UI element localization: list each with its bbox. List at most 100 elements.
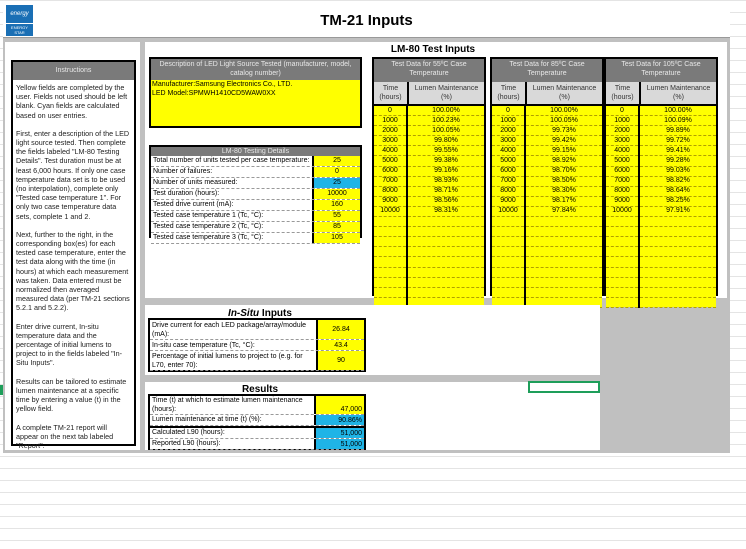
time-cell[interactable]: 8000 — [492, 186, 526, 197]
lumen-cell[interactable]: 100.09% — [639, 115, 716, 127]
lumen-cell[interactable] — [525, 287, 602, 298]
time-cell[interactable]: 4000 — [492, 145, 526, 157]
lumen-cell[interactable]: 99.80% — [407, 135, 484, 147]
lumen-cell[interactable]: 98.30% — [525, 186, 602, 197]
time-cell[interactable]: 10000 — [374, 206, 408, 218]
lumen-cell[interactable]: 99.72% — [639, 135, 716, 147]
details-value[interactable]: 0 — [312, 167, 360, 177]
time-cell[interactable]: 7000 — [374, 176, 408, 187]
lumen-cell[interactable] — [525, 236, 602, 248]
time-cell[interactable] — [492, 277, 526, 288]
lumen-cell[interactable] — [407, 246, 484, 258]
insitu-value[interactable]: 90 — [316, 351, 364, 370]
lumen-cell[interactable]: 98.31% — [407, 206, 484, 218]
time-cell[interactable] — [606, 277, 640, 288]
time-cell[interactable] — [374, 226, 408, 238]
time-cell[interactable] — [606, 297, 640, 308]
time-cell[interactable]: 4000 — [374, 145, 408, 157]
lumen-cell[interactable]: 99.41% — [639, 145, 716, 157]
lumen-cell[interactable] — [639, 236, 716, 248]
results-value[interactable]: 47,000 — [314, 396, 364, 414]
time-cell[interactable] — [374, 256, 408, 268]
time-cell[interactable]: 10000 — [492, 206, 526, 218]
details-value[interactable]: 85 — [312, 222, 360, 232]
time-cell[interactable] — [492, 246, 526, 258]
lumen-cell[interactable] — [407, 277, 484, 288]
time-cell[interactable] — [606, 226, 640, 238]
lumen-cell[interactable]: 99.42% — [525, 135, 602, 147]
time-cell[interactable] — [374, 246, 408, 258]
lumen-cell[interactable]: 98.92% — [525, 155, 602, 167]
time-cell[interactable]: 3000 — [374, 135, 408, 147]
lumen-cell[interactable] — [639, 297, 716, 308]
insitu-value[interactable]: 43.4 — [316, 340, 364, 350]
time-cell[interactable] — [492, 236, 526, 248]
lumen-cell[interactable]: 99.28% — [639, 155, 716, 167]
time-cell[interactable]: 4000 — [606, 145, 640, 157]
lumen-cell[interactable] — [407, 267, 484, 278]
time-cell[interactable]: 3000 — [606, 135, 640, 147]
lumen-cell[interactable] — [639, 246, 716, 258]
time-cell[interactable] — [374, 216, 408, 228]
lumen-cell[interactable]: 98.71% — [407, 186, 484, 197]
lumen-cell[interactable]: 98.93% — [407, 176, 484, 187]
lumen-cell[interactable]: 100.00% — [639, 106, 716, 117]
lumen-cell[interactable]: 99.38% — [407, 155, 484, 167]
time-cell[interactable]: 8000 — [606, 186, 640, 197]
lumen-cell[interactable]: 98.17% — [525, 196, 602, 207]
time-cell[interactable]: 0 — [606, 106, 640, 117]
time-cell[interactable]: 6000 — [606, 166, 640, 177]
time-cell[interactable]: 9000 — [492, 196, 526, 207]
insitu-value[interactable]: 26.84 — [316, 320, 364, 339]
lumen-cell[interactable]: 98.50% — [525, 176, 602, 187]
time-cell[interactable]: 3000 — [492, 135, 526, 147]
lumen-cell[interactable]: 99.89% — [639, 125, 716, 137]
time-cell[interactable]: 7000 — [606, 176, 640, 187]
lumen-cell[interactable]: 97.91% — [639, 206, 716, 218]
time-cell[interactable] — [374, 277, 408, 288]
lumen-cell[interactable]: 98.70% — [525, 166, 602, 177]
lumen-cell[interactable] — [407, 216, 484, 228]
lumen-cell[interactable]: 100.05% — [407, 125, 484, 137]
time-cell[interactable]: 1000 — [606, 115, 640, 127]
lumen-cell[interactable]: 99.55% — [407, 145, 484, 157]
time-cell[interactable] — [492, 216, 526, 228]
lumen-cell[interactable]: 98.82% — [639, 176, 716, 187]
lumen-cell[interactable] — [639, 216, 716, 228]
time-cell[interactable] — [374, 267, 408, 278]
time-cell[interactable]: 6000 — [492, 166, 526, 177]
details-value[interactable]: 25 — [312, 156, 360, 166]
lumen-cell[interactable] — [525, 267, 602, 278]
time-cell[interactable] — [606, 287, 640, 298]
time-cell[interactable]: 1000 — [492, 115, 526, 127]
lumen-cell[interactable]: 98.25% — [639, 196, 716, 207]
time-cell[interactable] — [606, 267, 640, 278]
lumen-cell[interactable] — [639, 226, 716, 238]
lumen-cell[interactable]: 97.84% — [525, 206, 602, 218]
lumen-cell[interactable]: 99.03% — [639, 166, 716, 177]
details-value[interactable]: 160 — [312, 200, 360, 210]
time-cell[interactable]: 6000 — [374, 166, 408, 177]
time-cell[interactable]: 10000 — [606, 206, 640, 218]
lumen-cell[interactable] — [525, 277, 602, 288]
details-value[interactable]: 55 — [312, 211, 360, 221]
time-cell[interactable] — [606, 216, 640, 228]
time-cell[interactable] — [374, 236, 408, 248]
time-cell[interactable] — [374, 287, 408, 298]
time-cell[interactable] — [492, 256, 526, 268]
time-cell[interactable]: 2000 — [606, 125, 640, 137]
lumen-cell[interactable]: 100.00% — [525, 106, 602, 117]
time-cell[interactable]: 0 — [374, 106, 408, 117]
time-cell[interactable]: 7000 — [492, 176, 526, 187]
time-cell[interactable]: 9000 — [374, 196, 408, 207]
lumen-cell[interactable] — [639, 277, 716, 288]
time-cell[interactable]: 5000 — [606, 155, 640, 167]
time-cell[interactable] — [492, 267, 526, 278]
details-value[interactable]: 105 — [312, 233, 360, 243]
description-field[interactable]: Manufacturer:Samsung Electronics Co., LT… — [151, 80, 360, 126]
lumen-cell[interactable] — [407, 287, 484, 298]
lumen-cell[interactable] — [639, 256, 716, 268]
time-cell[interactable]: 2000 — [492, 125, 526, 137]
lumen-cell[interactable] — [639, 267, 716, 278]
time-cell[interactable]: 5000 — [374, 155, 408, 167]
